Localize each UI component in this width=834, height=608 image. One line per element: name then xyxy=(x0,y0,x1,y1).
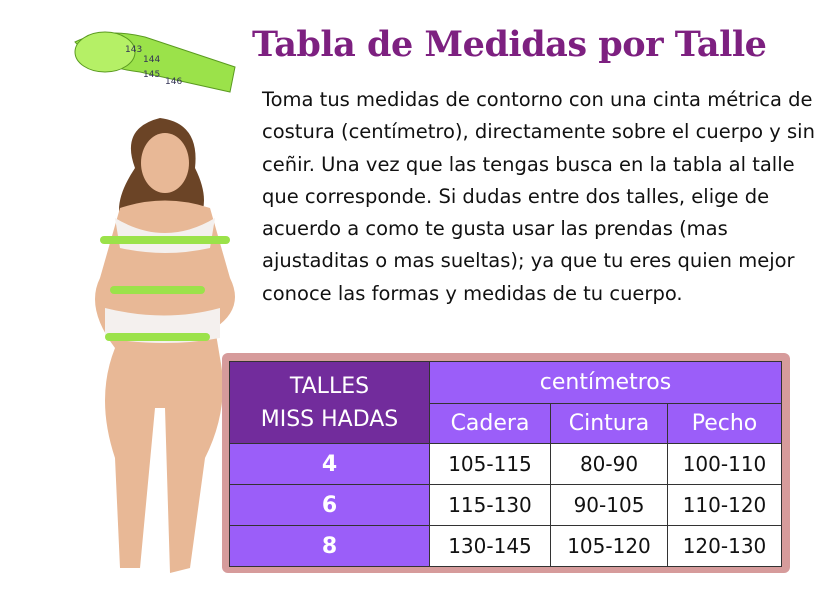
tape-number: 143 xyxy=(125,45,142,55)
cintura-cell: 105-120 xyxy=(550,525,668,567)
tape-number: 146 xyxy=(165,77,182,87)
cadera-cell: 105-115 xyxy=(429,443,551,485)
column-header-pecho: Pecho xyxy=(667,403,782,444)
pecho-cell: 120-130 xyxy=(667,525,782,567)
cintura-cell: 80-90 xyxy=(550,443,668,485)
page-title: Tabla de Medidas por Talle xyxy=(252,24,767,65)
table-row: 4 105-115 80-90 100-110 xyxy=(229,443,782,485)
tape-number: 144 xyxy=(143,55,160,65)
column-header-cadera: Cadera xyxy=(429,403,551,444)
size-table: TALLES MISS HADAS centímetros Cadera Cint… xyxy=(229,361,782,567)
cintura-cell: 90-105 xyxy=(550,484,668,526)
cadera-cell: 130-145 xyxy=(429,525,551,567)
size-cell: 8 xyxy=(229,525,430,567)
table-row: 6 115-130 90-105 110-120 xyxy=(229,484,782,526)
instructions-text: Toma tus medidas de contorno con una cin… xyxy=(262,88,815,305)
talles-header: TALLES MISS HADAS xyxy=(229,361,430,444)
unit-header: centímetros xyxy=(429,361,782,404)
size-cell: 6 xyxy=(229,484,430,526)
model-photo xyxy=(95,118,235,573)
table-row: 8 130-145 105-120 120-130 xyxy=(229,525,782,567)
pecho-cell: 100-110 xyxy=(667,443,782,485)
pecho-cell: 110-120 xyxy=(667,484,782,526)
cadera-cell: 115-130 xyxy=(429,484,551,526)
tape-number: 145 xyxy=(143,70,160,80)
column-header-cintura: Cintura xyxy=(550,403,668,444)
size-cell: 4 xyxy=(229,443,430,485)
measuring-tape-image: 143 144 145 146 xyxy=(74,31,236,93)
